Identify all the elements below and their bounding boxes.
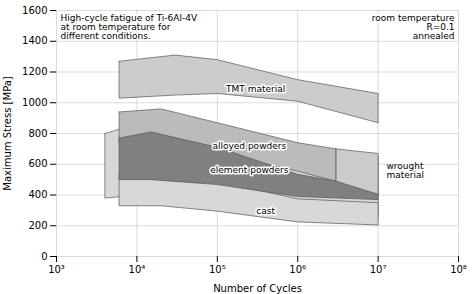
svg-text:10⁸: 10⁸ [450,264,467,275]
svg-text:1600: 1600 [22,5,47,16]
svg-text:10⁴: 10⁴ [129,264,146,275]
svg-text:10⁶: 10⁶ [289,264,306,275]
svg-text:TMT material: TMT material [225,84,285,94]
svg-text:1000: 1000 [22,97,47,108]
svg-text:0: 0 [41,251,47,262]
svg-text:cast: cast [256,206,275,216]
svg-text:200: 200 [28,220,47,231]
svg-text:600: 600 [28,158,47,169]
svg-text:Number of Cycles: Number of Cycles [213,283,302,294]
svg-text:10⁵: 10⁵ [209,264,226,275]
svg-text:alloyed powders: alloyed powders [212,141,286,151]
svg-text:1400: 1400 [22,35,47,46]
svg-text:400: 400 [28,189,47,200]
svg-text:10³: 10³ [48,264,65,275]
svg-text:High-cycle fatigue of Ti-6Al-4: High-cycle fatigue of Ti-6Al-4Vat room t… [61,13,198,41]
svg-text:Maximum Stress [MPa]: Maximum Stress [MPa] [2,76,13,191]
svg-text:1200: 1200 [22,66,47,77]
svg-text:800: 800 [28,128,47,139]
svg-text:element powders: element powders [210,165,289,175]
svg-text:10⁷: 10⁷ [370,264,387,275]
svg-text:room temperatureR=0.1annealed: room temperatureR=0.1annealed [372,13,455,41]
svg-text:wroughtmaterial: wroughtmaterial [386,161,424,180]
